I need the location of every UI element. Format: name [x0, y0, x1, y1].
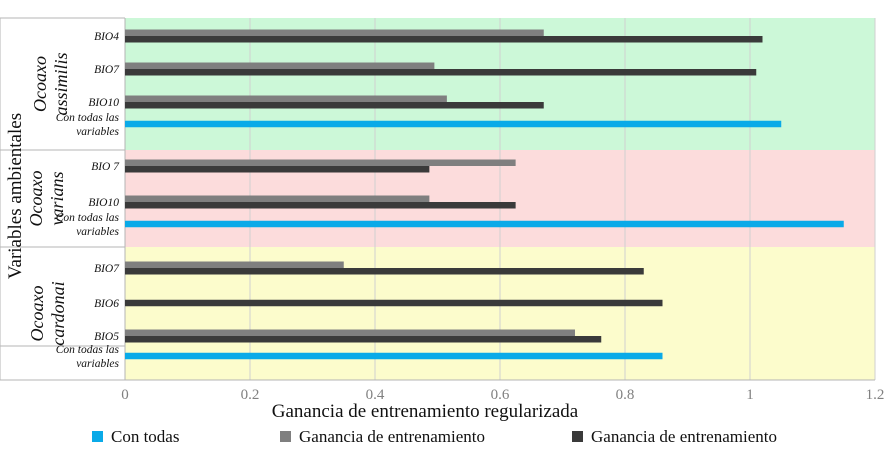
bar-ganancia-gray: [125, 29, 544, 36]
category-label: BIO4: [94, 31, 119, 43]
category-label: BIO10: [88, 97, 119, 109]
bar-ganancia-dark: [125, 299, 663, 307]
bar-ganancia-dark: [125, 69, 757, 76]
category-label: BIO10: [88, 197, 119, 209]
category-label: BIO7: [94, 64, 120, 76]
bar-con-todas: [125, 220, 844, 228]
bar-ganancia-gray: [125, 329, 575, 336]
legend-label: Ganancia de entrenamiento: [299, 427, 485, 446]
x-tick-label: 0.2: [241, 387, 260, 403]
bar-ganancia-gray: [125, 261, 344, 268]
bar-ganancia-gray: [125, 95, 447, 102]
bar-ganancia-gray: [125, 159, 516, 166]
legend-swatch: [92, 431, 103, 442]
bar-ganancia-dark: [125, 36, 763, 43]
bar-ganancia-dark: [125, 336, 602, 343]
bars: [125, 29, 844, 360]
category-label: Con todas las variables: [56, 212, 120, 238]
bar-ganancia-dark: [125, 202, 516, 209]
category-label: Con todas las variables: [56, 344, 120, 370]
x-tick-label: 0.4: [366, 387, 385, 403]
y-axis-title: Variables ambientales: [5, 113, 26, 279]
category-label: BIO6: [94, 298, 119, 310]
x-tick-label: 1: [746, 387, 754, 403]
x-axis-title: Ganancia de entrenamiento regularizada: [272, 401, 579, 422]
group-name: Ocoaxoassimilis: [30, 52, 71, 115]
bar-ganancia-dark: [125, 268, 644, 275]
bar-ganancia-dark: [125, 102, 544, 109]
x-tick-label: 1.2: [866, 387, 885, 403]
gridlines: [249, 18, 876, 380]
category-label: BIO7: [94, 263, 120, 275]
bar-con-todas: [125, 352, 663, 360]
category-label: Con todas las variables: [56, 112, 120, 138]
bar-ganancia-gray: [125, 62, 435, 69]
category-label: BIO5: [94, 331, 119, 343]
x-tick-label: 0.6: [491, 387, 510, 403]
x-tick-labels: 0 0.2 0.4 0.6 0.8 1 1.2: [121, 387, 884, 403]
bar-ganancia-gray: [125, 195, 430, 202]
legend-label: Ganancia de entrenamiento: [591, 427, 777, 446]
x-tick-label: 0.8: [616, 387, 635, 403]
bar-con-todas: [125, 120, 782, 128]
legend-swatch: [572, 431, 583, 442]
legend: Con todas Ganancia de entrenamiento Gananc…: [92, 427, 777, 446]
legend-label: Con todas: [111, 427, 179, 446]
category-label: BIO 7: [91, 161, 120, 173]
x-tick-label: 0: [121, 387, 129, 403]
group-name: Ocoaxocardonai: [27, 281, 68, 345]
group-name: Ocoaxovarians: [26, 171, 67, 227]
bar-ganancia-dark: [125, 166, 430, 173]
legend-swatch: [280, 431, 291, 442]
